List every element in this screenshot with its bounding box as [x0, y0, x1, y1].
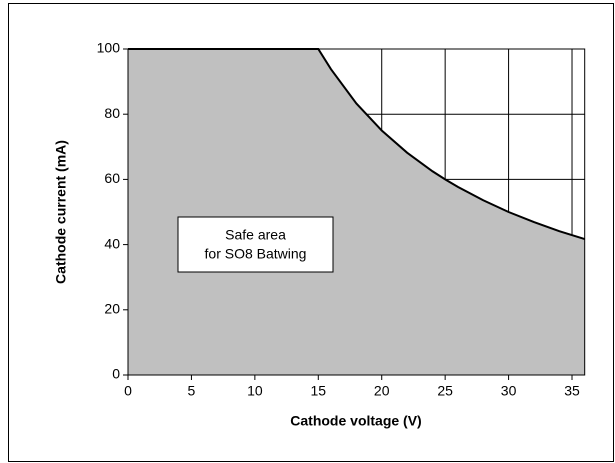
y-tick-label: 0	[112, 366, 120, 382]
y-tick-label: 80	[104, 105, 120, 121]
x-axis-label: Cathode voltage (V)	[290, 413, 421, 429]
x-tick-label: 5	[188, 383, 196, 399]
x-tick-label: 30	[501, 383, 517, 399]
x-tick-label: 15	[311, 383, 327, 399]
figure-frame	[8, 3, 614, 462]
x-tick-label: 25	[437, 383, 453, 399]
y-axis-label: Cathode current (mA)	[53, 140, 69, 284]
y-tick-label: 100	[97, 40, 121, 56]
y-tick-label: 60	[104, 170, 120, 186]
x-tick-label: 0	[124, 383, 132, 399]
x-tick-label: 10	[247, 383, 263, 399]
x-tick-label: 20	[374, 383, 390, 399]
annotation-box	[177, 216, 334, 273]
y-tick-label: 20	[104, 301, 120, 317]
plot-frame	[127, 48, 586, 376]
y-tick-label: 40	[104, 235, 120, 251]
curve	[128, 48, 585, 241]
annotation-text: for SO8 Batwing	[205, 246, 307, 262]
x-tick-label: 35	[564, 383, 580, 399]
annotation-text: Safe area	[225, 227, 286, 243]
area	[128, 49, 585, 375]
